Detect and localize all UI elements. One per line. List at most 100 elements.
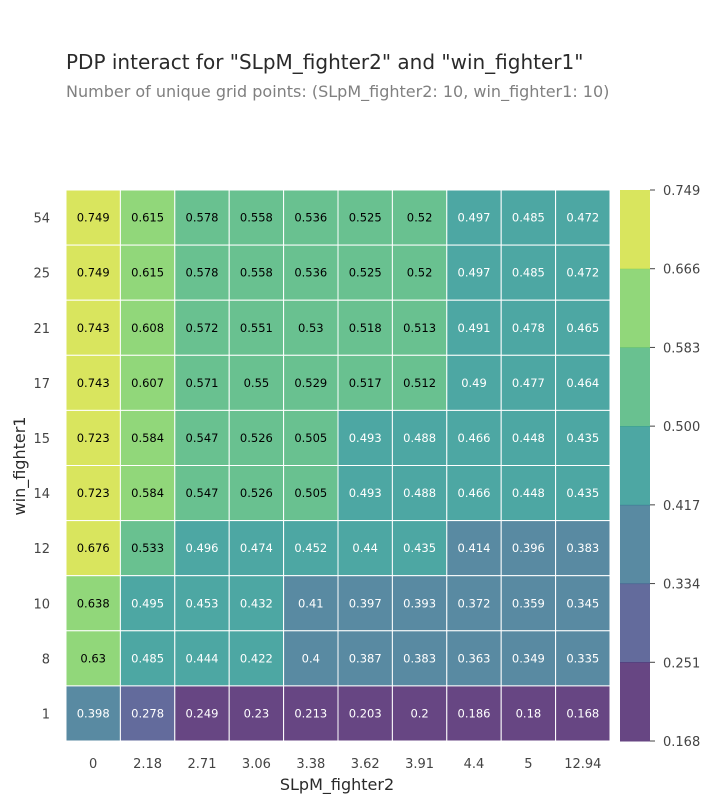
x-tick-label: 0 <box>89 757 97 772</box>
colorbar-tick-label: 0.251 <box>663 656 700 671</box>
cell-value-label: 0.52 <box>407 266 433 280</box>
cell-value-label: 0.615 <box>131 211 164 225</box>
cell-value-label: 0.363 <box>458 651 491 665</box>
cell-value-label: 0.558 <box>240 211 273 225</box>
cell-value-label: 0.676 <box>77 541 110 555</box>
x-tick-label: 3.06 <box>242 757 271 772</box>
heatmap-cell <box>391 685 448 742</box>
heatmap-cell <box>337 465 393 522</box>
heatmap-cell <box>283 354 339 411</box>
heatmap-cell <box>555 189 611 246</box>
heatmap-cell <box>391 299 448 356</box>
cell-value-label: 0.18 <box>516 706 542 720</box>
cell-value-label: 0.525 <box>349 211 382 225</box>
cell-value-label: 0.536 <box>294 266 327 280</box>
cell-value-label: 0.435 <box>403 541 436 555</box>
cell-value-label: 0.493 <box>349 486 382 500</box>
heatmap-cell <box>555 409 611 466</box>
cell-value-label: 0.497 <box>458 211 491 225</box>
cell-value-label: 0.608 <box>131 321 164 335</box>
x-tick-label: 5 <box>524 757 532 772</box>
cell-value-label: 0.383 <box>566 541 599 555</box>
cell-value-label: 0.396 <box>512 541 545 555</box>
cell-value-label: 0.578 <box>186 211 219 225</box>
heatmap-cell <box>119 354 176 411</box>
y-tick-label: 25 <box>33 267 50 282</box>
heatmap-cell <box>500 465 557 522</box>
heatmap-cell <box>174 354 230 411</box>
cell-value-label: 0.497 <box>458 266 491 280</box>
cell-value-label: 0.485 <box>512 266 545 280</box>
cell-value-label: 0.558 <box>240 266 273 280</box>
cell-value-label: 0.472 <box>566 211 599 225</box>
heatmap-cell <box>391 244 448 301</box>
cell-value-label: 0.466 <box>458 486 491 500</box>
cell-value-label: 0.453 <box>186 596 219 610</box>
cell-value-label: 0.448 <box>512 431 545 445</box>
cell-value-label: 0.749 <box>77 211 110 225</box>
cell-value-label: 0.491 <box>458 321 491 335</box>
cell-value-label: 0.571 <box>186 376 219 390</box>
heatmap-cell <box>228 685 285 742</box>
cell-value-label: 0.723 <box>77 486 110 500</box>
heatmap-cell <box>391 630 448 687</box>
colorbar-segment <box>620 190 650 270</box>
cell-value-label: 0.349 <box>512 651 545 665</box>
y-tick-label: 10 <box>33 597 50 612</box>
y-tick-label: 21 <box>33 322 50 337</box>
y-tick-label: 14 <box>33 487 50 502</box>
cell-value-label: 0.41 <box>298 596 324 610</box>
heatmap-cell <box>283 299 339 356</box>
heatmap-cell <box>500 244 557 301</box>
colorbar-tick-label: 0.417 <box>663 499 700 514</box>
cell-value-label: 0.551 <box>240 321 273 335</box>
heatmap-cell <box>555 244 611 301</box>
cell-value-label: 0.422 <box>240 651 273 665</box>
cell-value-label: 0.49 <box>461 376 487 390</box>
cell-value-label: 0.495 <box>131 596 164 610</box>
cell-value-label: 0.249 <box>186 706 219 720</box>
cell-value-label: 0.536 <box>294 211 327 225</box>
cell-value-label: 0.53 <box>298 321 324 335</box>
y-tick-label: 54 <box>33 212 50 227</box>
heatmap-cell <box>337 409 393 466</box>
x-tick-label: 4.4 <box>464 757 485 772</box>
cell-value-label: 0.435 <box>566 486 599 500</box>
cell-value-label: 0.584 <box>131 486 164 500</box>
heatmap-cell <box>555 685 611 742</box>
colorbar <box>620 190 650 742</box>
cell-value-label: 0.488 <box>403 431 436 445</box>
colorbar-segment <box>620 347 650 427</box>
x-tick-labels: 0 2.18 2.71 3.06 3.38 3.62 3.91 4.4 5 12.94 <box>89 757 601 772</box>
cell-value-label: 0.52 <box>407 211 433 225</box>
cell-value-label: 0.435 <box>566 431 599 445</box>
cell-value-label: 0.168 <box>566 706 599 720</box>
colorbar-tick-label: 0.583 <box>663 341 700 356</box>
cell-value-label: 0.478 <box>512 321 545 335</box>
heatmap-cell <box>174 685 230 742</box>
cell-value-label: 0.743 <box>77 321 110 335</box>
cell-value-label: 0.186 <box>458 706 491 720</box>
heatmap-cell <box>500 354 557 411</box>
cell-value-label: 0.466 <box>458 431 491 445</box>
heatmap-cell <box>119 465 176 522</box>
heatmap-cell-labels: 0.749 0.615 0.578 0.558 0.536 0.525 0.52 0.497 0… <box>77 211 600 721</box>
cell-value-label: 0.723 <box>77 431 110 445</box>
heatmap-cell <box>65 354 121 411</box>
cell-value-label: 0.529 <box>294 376 327 390</box>
heatmap-cell <box>446 299 502 356</box>
cell-value-label: 0.584 <box>131 431 164 445</box>
cell-value-label: 0.512 <box>403 376 436 390</box>
cell-value-label: 0.743 <box>77 376 110 390</box>
heatmap-cell <box>337 299 393 356</box>
y-axis-label: win_fighter1 <box>10 417 30 516</box>
heatmap-cell <box>446 630 502 687</box>
cell-value-label: 0.397 <box>349 596 382 610</box>
cell-value-label: 0.505 <box>294 486 327 500</box>
heatmap-cell <box>446 409 502 466</box>
colorbar-segment <box>620 504 650 585</box>
heatmap-cell <box>119 299 176 356</box>
cell-value-label: 0.398 <box>77 706 110 720</box>
cell-value-label: 0.393 <box>403 596 436 610</box>
